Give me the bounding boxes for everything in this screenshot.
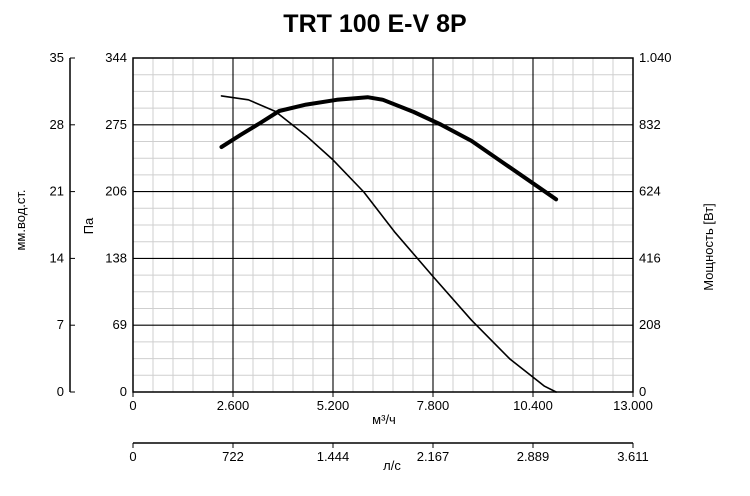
- pa-tick-label: 69: [113, 317, 127, 332]
- x-tick-label: 2.600: [217, 398, 250, 413]
- plot-frame: [132, 57, 634, 393]
- y-axis-label-pa: Па: [81, 217, 96, 234]
- mm-tick-label: 7: [57, 317, 64, 332]
- mm-tick-label: 14: [50, 250, 64, 265]
- y-axis-label-power: Мощность [Вт]: [701, 203, 716, 291]
- power-tick-label: 1.040: [639, 50, 672, 65]
- pressure-curve: [220, 95, 557, 393]
- axes: [69, 57, 634, 448]
- x-axis-label-ls: л/с: [383, 458, 401, 473]
- ls-tick-label: 2.889: [517, 449, 550, 464]
- power-tick-label: 208: [639, 317, 661, 332]
- chart-title: TRT 100 E-V 8P: [283, 10, 467, 38]
- ls-tick-label: 2.167: [417, 449, 450, 464]
- mm-tick-label: 0: [57, 384, 64, 399]
- pa-tick-label: 206: [105, 184, 127, 199]
- x-tick-label: 0: [129, 398, 136, 413]
- mm-tick-label: 35: [50, 50, 64, 65]
- ls-tick-label: 0: [129, 449, 136, 464]
- x-tick-label: 10.400: [513, 398, 553, 413]
- pa-tick-label: 344: [105, 50, 127, 65]
- power-curve: [219, 95, 559, 202]
- x-tick-label: 13.000: [613, 398, 653, 413]
- x-axis-label-m3h: м³/ч: [372, 412, 396, 427]
- power-tick-label: 0: [639, 384, 646, 399]
- pa-tick-label: 0: [120, 384, 127, 399]
- ls-tick-label: 3.611: [617, 449, 649, 464]
- ls-tick-label: 722: [222, 449, 244, 464]
- ls-tick-label: 1.444: [317, 449, 350, 464]
- mm-tick-label: 21: [50, 184, 64, 199]
- power-tick-label: 624: [639, 184, 661, 199]
- major-grid: [133, 58, 633, 392]
- pa-tick-label: 138: [105, 250, 127, 265]
- power-tick-label: 832: [639, 117, 661, 132]
- y-axis-label-mm: мм.вод.ст.: [13, 189, 28, 250]
- x-tick-label: 7.800: [417, 398, 450, 413]
- mm-tick-label: 28: [50, 117, 64, 132]
- power-tick-label: 416: [639, 250, 661, 265]
- minor-grid: [133, 58, 633, 392]
- pa-tick-label: 275: [105, 117, 127, 132]
- curves: [219, 95, 559, 393]
- x-tick-label: 5.200: [317, 398, 350, 413]
